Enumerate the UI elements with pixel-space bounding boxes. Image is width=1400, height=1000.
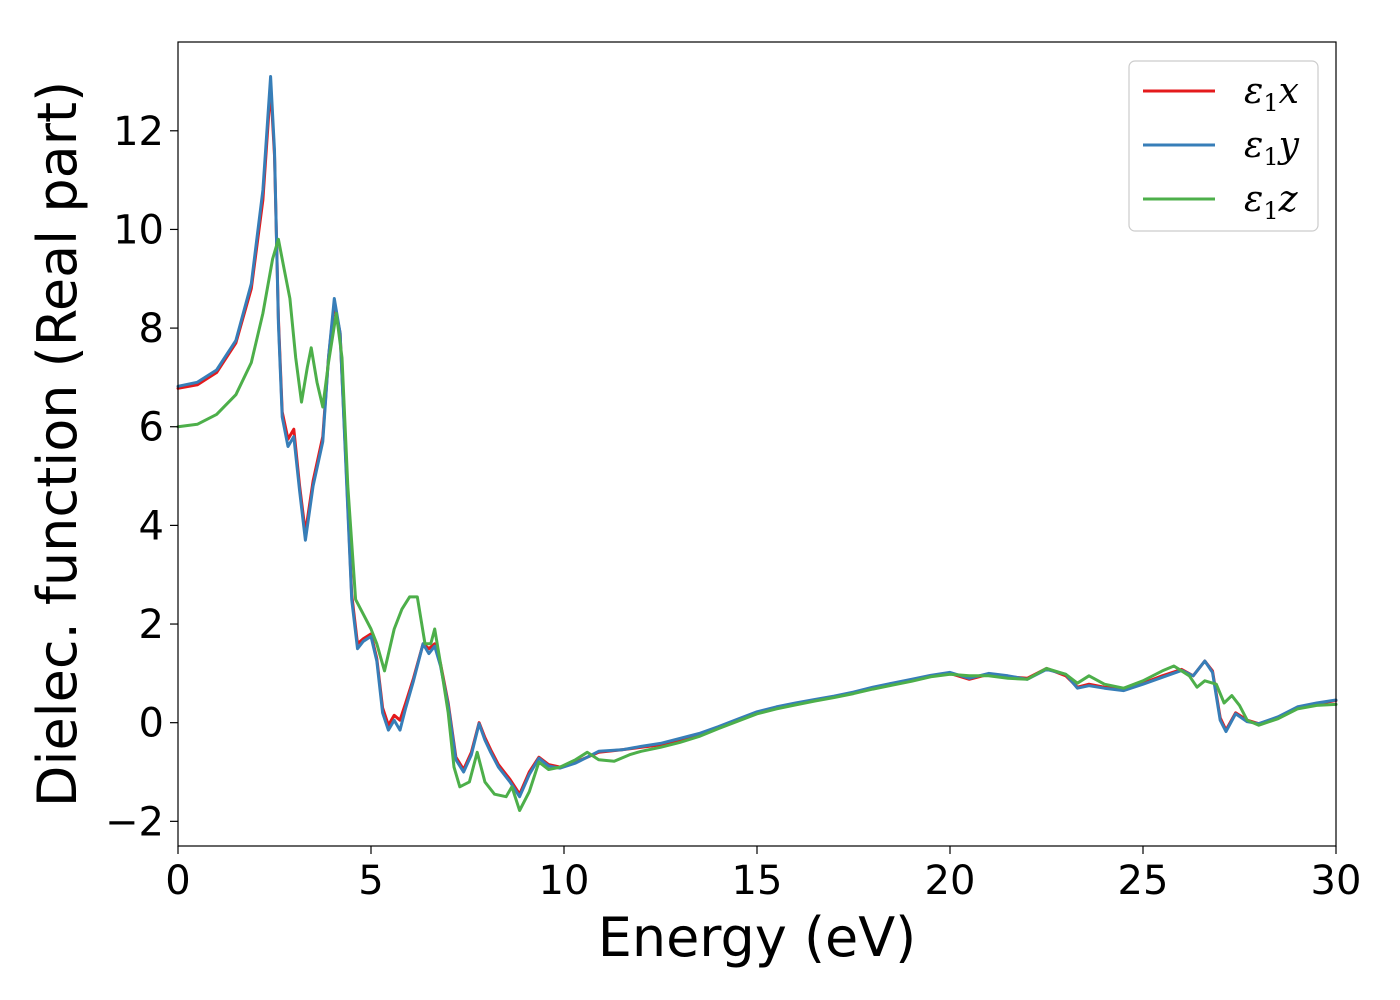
legend-label-y: ε1y: [1244, 125, 1300, 171]
y-tick-label: 2: [139, 602, 164, 648]
y-tick-label: 0: [139, 701, 164, 747]
legend-label-z: ε1z: [1244, 179, 1299, 225]
x-tick-label: 5: [358, 858, 383, 904]
y-axis-title: Dielec. function (Real part): [26, 81, 89, 807]
legend-box: [1128, 60, 1319, 232]
legend: ε1x ε1y ε1z: [1128, 60, 1319, 232]
series-layer: [176, 75, 1338, 812]
y-tick-label: 10: [113, 207, 164, 253]
y-axis: −2 0 2 4 6 8 10 12: [105, 109, 178, 845]
x-axis-title: Energy (eV): [598, 906, 917, 969]
y-tick-label: 8: [139, 306, 164, 352]
x-tick-label: 10: [539, 858, 590, 904]
legend-label-x: ε1x: [1244, 71, 1299, 117]
x-tick-label: 25: [1118, 858, 1169, 904]
y-tick-label: 4: [139, 503, 164, 549]
x-tick-label: 15: [732, 858, 783, 904]
y-tick-label: −2: [105, 799, 164, 845]
y-tick-label: 6: [139, 405, 164, 451]
x-axis: 0 5 10 15 20 25 30: [165, 846, 1361, 904]
x-tick-label: 30: [1311, 858, 1362, 904]
legend-items: ε1x ε1y ε1z: [1143, 71, 1300, 225]
x-tick-label: 20: [925, 858, 976, 904]
y-tick-label: 12: [113, 109, 164, 155]
x-tick-label: 0: [165, 858, 190, 904]
series-line-z: [176, 237, 1338, 812]
